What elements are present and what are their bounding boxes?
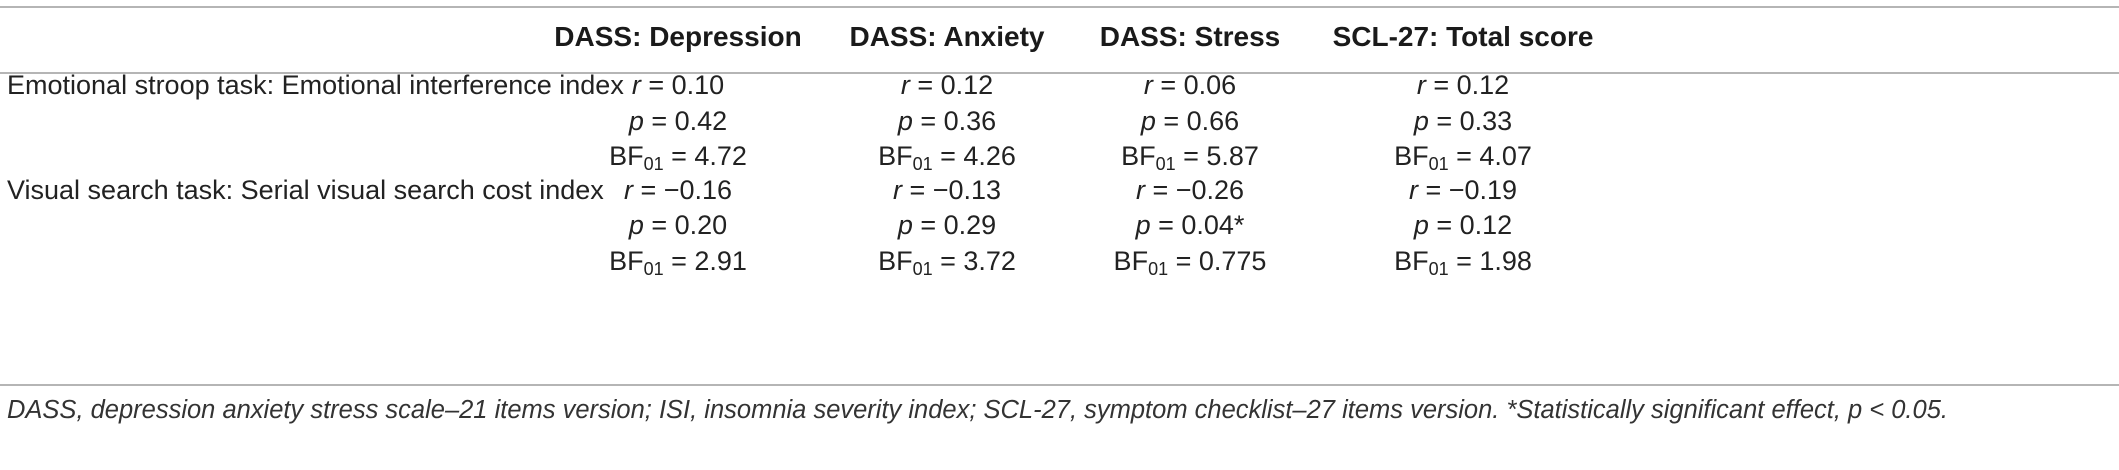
cell-p-value: p = 0.29	[897, 210, 997, 240]
cell-bf-value: BF01 = 4.72	[609, 141, 747, 174]
table-footnote: DASS, depression anxiety stress scale–21…	[7, 396, 1948, 424]
column-header-dass-depression: DASS: Depression	[554, 21, 802, 52]
table-top-rule	[0, 6, 2119, 8]
table-bottom-rule	[0, 384, 2119, 386]
cell-r-value: r = 0.12	[1416, 70, 1510, 100]
row-label-visual-search: Visual search task: Serial visual search…	[7, 175, 604, 205]
cell-p-value: p = 0.04*	[1135, 210, 1245, 240]
cell-bf-value: BF01 = 4.07	[1394, 141, 1532, 174]
cell-p-value: p = 0.42	[628, 106, 728, 136]
cell-bf-value: BF01 = 2.91	[609, 246, 747, 279]
cell-bf-value: BF01 = 3.72	[878, 246, 1016, 279]
cell-r-value: r = −0.26	[1135, 175, 1245, 205]
cell-r-value: r = −0.19	[1408, 175, 1518, 205]
cell-r-value: r = −0.16	[623, 175, 733, 205]
row-label-emotional-stroop: Emotional stroop task: Emotional interfe…	[7, 70, 624, 100]
cell-bf-value: BF01 = 1.98	[1394, 246, 1532, 279]
cell-r-value: r = 0.10	[631, 70, 725, 100]
column-header-dass-anxiety: DASS: Anxiety	[849, 21, 1045, 52]
cell-bf-value: BF01 = 5.87	[1121, 141, 1259, 174]
table-header-rule	[0, 72, 2119, 74]
cell-p-value: p = 0.12	[1413, 210, 1513, 240]
cell-r-value: r = 0.12	[900, 70, 994, 100]
cell-p-value: p = 0.33	[1413, 106, 1513, 136]
column-header-scl27-total: SCL-27: Total score	[1332, 21, 1594, 52]
cell-r-value: r = −0.13	[892, 175, 1002, 205]
cell-p-value: p = 0.66	[1140, 106, 1240, 136]
cell-r-value: r = 0.06	[1143, 70, 1237, 100]
cell-p-value: p = 0.20	[628, 210, 728, 240]
cell-bf-value: BF01 = 4.26	[878, 141, 1016, 174]
cell-bf-value: BF01 = 0.775	[1113, 246, 1267, 279]
cell-p-value: p = 0.36	[897, 106, 997, 136]
column-header-dass-stress: DASS: Stress	[1099, 21, 1281, 52]
